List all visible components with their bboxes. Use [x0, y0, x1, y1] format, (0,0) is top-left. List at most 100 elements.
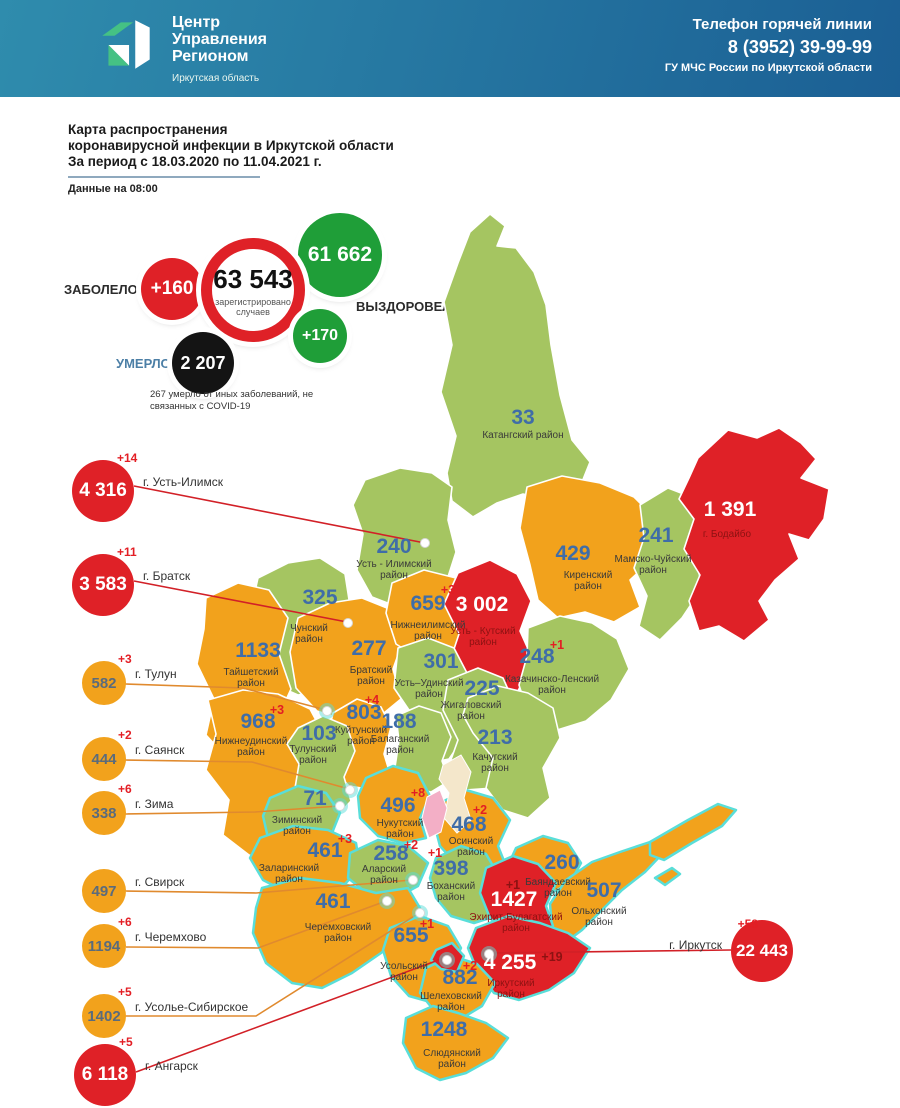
region-value-bratsky: 277 — [351, 637, 386, 660]
region-name-ziminsky: Зиминский — [272, 815, 322, 826]
recovered-value: 61 662 — [307, 243, 373, 266]
region-name-mamsko: район — [639, 565, 667, 576]
region-kirensky[interactable] — [519, 475, 661, 623]
region-value-tulunsky: 103 — [301, 722, 336, 745]
region-name-ust_udinsky: Усть–Удинский — [394, 678, 463, 689]
region-value-shelekhovsky: 882 — [442, 966, 477, 989]
region-name-kazachinsky: Казачинско-Ленский — [505, 674, 599, 685]
region-slyudyansky[interactable] — [401, 1004, 510, 1082]
region-name-slyudyansky: район — [438, 1059, 466, 1070]
header-bar: Центр Управления Регионом Иркутская обла… — [0, 0, 900, 97]
region-delta-zalarinsky: +3 — [338, 832, 352, 846]
org-name: Центр Управления Регионом Иркутская обла… — [172, 12, 267, 87]
region-name-zalarinsky: район — [275, 874, 303, 885]
region-delta-nukutsky: +8 — [411, 786, 425, 800]
region-olkhonsky[interactable] — [653, 866, 682, 887]
callout-delta-bratsk: +11 — [117, 545, 137, 559]
recovered-delta-value: +170 — [301, 327, 339, 344]
callout-circle-bratsk[interactable]: 3 583 — [72, 554, 134, 616]
region-value-usolsky: 655 — [393, 924, 428, 947]
region-value-zalarinsky: 461 — [307, 839, 342, 862]
callout-city-cheremkhovo: г. Черемхово — [135, 930, 207, 944]
callout-city-svirsk: г. Свирск — [135, 875, 185, 889]
deaths-label: УМЕРЛО — [116, 356, 171, 371]
region-cheremkhovsky[interactable] — [251, 876, 422, 990]
deaths-note: 267 умерло от иных заболеваний, не связа… — [150, 389, 314, 412]
region-bodaibinsky[interactable] — [678, 427, 830, 642]
recovered-label: ВЫЗДОРОВЕЛО — [356, 299, 462, 314]
region-olkhonsky[interactable] — [648, 802, 738, 862]
region-name-alarsky: Аларский — [362, 864, 406, 875]
map-decor-patch-0 — [438, 754, 472, 834]
region-name-kachugsky: Качугский — [472, 752, 517, 763]
region-delta-ekhirit: +1 — [506, 878, 520, 892]
region-name-zhigalovsky: Жигаловский — [440, 700, 501, 711]
region-value-bayandaevsky: 260 — [544, 851, 579, 874]
region-katangsky[interactable] — [440, 213, 591, 518]
region-kazachinsky[interactable] — [518, 615, 630, 732]
data-asof: Данные на 08:00 — [68, 183, 158, 195]
region-name-bayandaevsky: Баяндаевский — [525, 877, 591, 888]
region-value-nizhneudinsky: 968 — [240, 710, 275, 733]
region-value-olkhonsky: 507 — [586, 879, 621, 902]
region-name-usolsky: Усольский — [380, 961, 428, 972]
region-name-kirensky: Киренский — [564, 570, 613, 581]
region-delta-osinsky: +2 — [473, 803, 487, 817]
region-name-kachugsky: район — [481, 763, 509, 774]
title-line2: коронавирусной инфекции в Иркутской обла… — [68, 138, 394, 153]
region-name-chunsky: Чунский — [290, 623, 328, 634]
region-value-osinsky: 468 — [451, 813, 486, 836]
total-cases-caption: зарегистрировано случаев — [215, 296, 291, 317]
region-value-ziminsky: 71 — [303, 787, 327, 810]
region-value-kazachinsky: 248 — [519, 645, 554, 668]
deaths-value: 2 207 — [180, 352, 226, 373]
region-name-zhigalovsky: район — [457, 711, 485, 722]
region-value-balagansky: 188 — [381, 710, 416, 733]
region-name-ust_ilimsky: Усть - Илимский — [356, 559, 431, 570]
recovered-delta-circle: +170 — [293, 309, 347, 363]
region-delta-alarsky: +2 — [404, 838, 418, 852]
city-dot-5 — [408, 875, 418, 885]
callout-circle-cheremkhovo[interactable]: 1194 — [82, 924, 126, 968]
callout-circle-usolye[interactable]: 1402 — [82, 994, 126, 1038]
region-name-irkutsky: район — [497, 989, 525, 1000]
region-name-ziminsky: район — [283, 826, 311, 837]
region-name-ekhirit: район — [502, 923, 530, 934]
region-delta-usolsky: +1 — [420, 917, 434, 931]
org-name-line2: Управления — [172, 31, 267, 48]
region-nukutsky[interactable] — [356, 764, 432, 845]
title-line3: За период с 18.03.2020 по 11.04.2021 г. — [68, 154, 322, 169]
region-name-ust_kutsky: район — [469, 637, 497, 648]
callout-circle-sayansk[interactable]: 444 — [82, 737, 126, 781]
region-name-katangsky: Катангский район — [482, 430, 563, 441]
region-delta-nizhneudinsky: +3 — [270, 703, 284, 717]
callout-circle-ust-ilimsk[interactable]: 4 316 — [72, 460, 134, 522]
region-kachugsky[interactable] — [462, 685, 561, 819]
region-name-nizhneilimsky: район — [414, 631, 442, 642]
callout-city-irkutsk: г. Иркутск — [669, 938, 722, 952]
callout-circle-tulun[interactable]: 582 — [82, 661, 126, 705]
region-delta-irkutsky: +19 — [541, 950, 562, 964]
callout-circle-irkutsk[interactable]: 22 443 — [731, 920, 793, 982]
region-delta-bokhansky: +1 — [428, 846, 442, 860]
hotline-org: ГУ МЧС России по Иркутской области — [664, 62, 872, 74]
total-cases-value: 63 543 — [213, 263, 293, 294]
org-name-line1: Центр — [172, 14, 221, 31]
region-value-ust_ilimsky: 240 — [376, 535, 411, 558]
region-name-nizhneudinsky: район — [237, 747, 265, 758]
region-value-kuitunsky: 803 — [346, 701, 381, 724]
region-value-ekhirit: 1427 — [491, 888, 538, 911]
region-name-slyudyansky: Слюдянский — [423, 1048, 481, 1059]
callout-circle-zima[interactable]: 338 — [82, 791, 126, 835]
callout-line-8 — [135, 957, 445, 1073]
region-name-zalarinsky: Заларинский — [259, 863, 319, 874]
region-value-ust_kutsky: 3 002 — [456, 593, 509, 616]
callout-circle-angarsk[interactable]: 6 118 — [74, 1044, 136, 1106]
callout-line-1 — [133, 580, 348, 623]
callout-circle-svirsk[interactable]: 497 — [82, 869, 126, 913]
city-dot-6 — [382, 896, 392, 906]
region-name-taishetsky: район — [237, 678, 265, 689]
region-name-tulunsky: район — [299, 755, 327, 766]
region-name-osinsky: Осинский — [449, 836, 493, 847]
